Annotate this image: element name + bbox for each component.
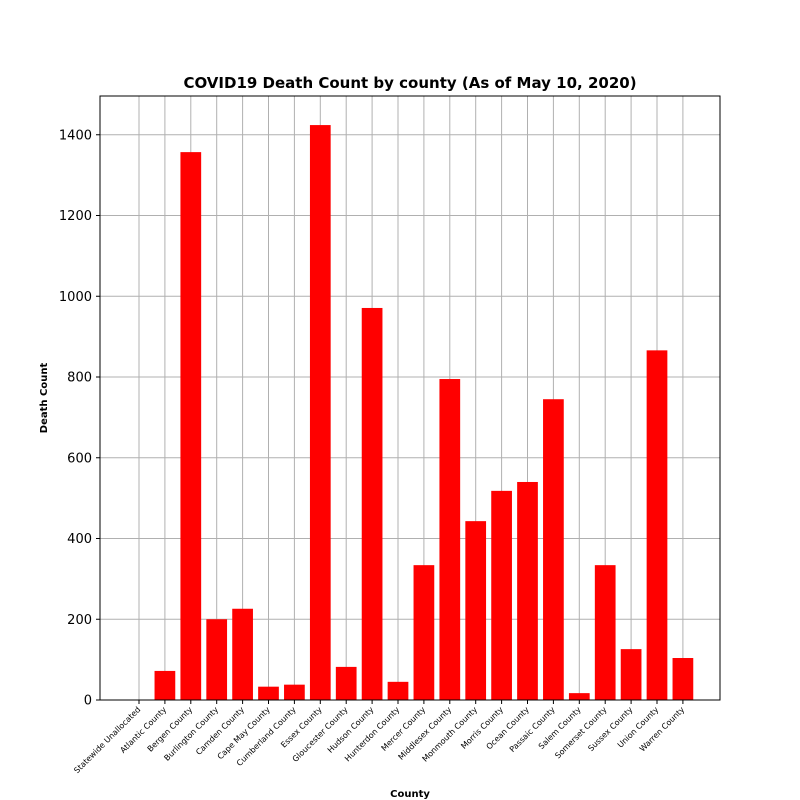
bar-cumberland-county — [284, 684, 305, 700]
x-tick-label: Hudson County — [326, 705, 376, 755]
bar-middlesex-county — [439, 379, 461, 700]
x-tick-label: Passaic County — [508, 705, 557, 754]
y-tick-label: 800 — [67, 371, 92, 386]
y-axis-ticks: 0 200 400 600 800 1000 1200 1400 — [59, 128, 100, 709]
bar-essex-county — [309, 125, 331, 700]
bar-hunterdon-county — [387, 681, 409, 700]
x-tick-label: Atlantic County — [118, 705, 168, 755]
y-tick-label: 200 — [67, 613, 92, 628]
bar-atlantic-county — [154, 670, 176, 700]
bar-union-county — [646, 350, 668, 700]
bar-somerset-county — [594, 565, 616, 700]
bar-mercer-county — [413, 565, 435, 700]
bar-warren-county — [672, 658, 694, 700]
y-tick-label: 1200 — [59, 209, 92, 224]
y-axis-label: Death Count — [39, 363, 50, 434]
bar-bergen-county — [180, 152, 202, 701]
bar-morris-county — [491, 490, 512, 700]
bar-gloucester-county — [335, 666, 357, 700]
bar-salem-county — [568, 693, 590, 700]
bar-ocean-county — [517, 481, 538, 700]
y-tick-label: 600 — [67, 451, 92, 466]
bar-camden-county — [232, 608, 253, 700]
x-tick-label: Sussex County — [586, 705, 634, 753]
x-tick-label: Warren County — [638, 705, 687, 754]
y-tick-label: 1400 — [59, 128, 92, 143]
bar-burlington-county — [206, 619, 228, 700]
y-tick-label: 400 — [67, 532, 92, 547]
bar-sussex-county — [620, 649, 642, 700]
y-tick-label: 0 — [84, 694, 92, 709]
chart-title: COVID19 Death Count by county (As of May… — [183, 74, 636, 92]
y-tick-label: 1000 — [59, 290, 92, 305]
plot-frame — [99, 95, 721, 701]
bars — [154, 125, 694, 701]
bar-monmouth-county — [465, 521, 487, 700]
x-tick-label: Bergen County — [146, 705, 195, 754]
x-axis-label: County — [390, 789, 430, 800]
bar-hudson-county — [361, 307, 383, 700]
bar-passaic-county — [543, 399, 564, 700]
bar-cape-may-county — [258, 686, 279, 700]
